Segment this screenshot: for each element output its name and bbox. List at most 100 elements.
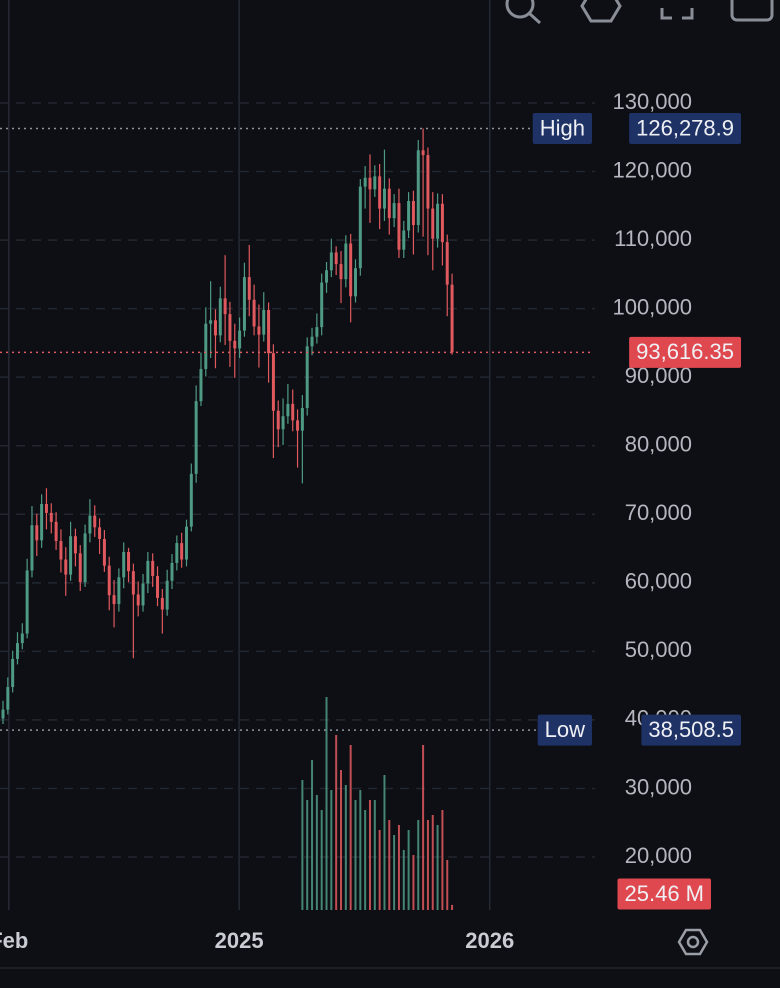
candle-body bbox=[286, 403, 290, 417]
candle-body bbox=[300, 408, 304, 431]
x-tick-label: Feb bbox=[0, 928, 28, 953]
volume-bar bbox=[402, 850, 405, 910]
candle-body bbox=[291, 403, 295, 421]
candle-body bbox=[184, 526, 188, 560]
candle-body bbox=[450, 284, 454, 353]
x-tick-label: 2026 bbox=[465, 928, 514, 953]
settings-icon[interactable] bbox=[580, 0, 622, 23]
candle-body bbox=[431, 208, 435, 239]
candle-body bbox=[15, 643, 19, 659]
candle-body bbox=[257, 326, 261, 335]
name-tag-text: High bbox=[540, 115, 585, 140]
fullscreen-icon[interactable] bbox=[660, 8, 694, 20]
candle-body bbox=[107, 565, 111, 596]
candle-body bbox=[320, 282, 324, 328]
y-tick-label: 60,000 bbox=[625, 569, 692, 594]
volume-bar bbox=[311, 760, 314, 910]
candle-body bbox=[180, 543, 184, 560]
name-tag-box bbox=[537, 714, 592, 746]
candle-body bbox=[11, 658, 15, 688]
volume-tag-text: 25.46 M bbox=[625, 881, 705, 906]
volume-bar bbox=[417, 820, 420, 910]
volume-bar bbox=[441, 810, 444, 910]
volume-bar bbox=[364, 810, 367, 910]
volume-bar bbox=[368, 800, 371, 910]
candle-body bbox=[421, 150, 425, 156]
candle-body bbox=[131, 571, 135, 595]
volume-bar bbox=[301, 780, 304, 910]
last-price-tag-box bbox=[629, 336, 741, 368]
y-tick-label: 70,000 bbox=[625, 500, 692, 525]
volume-bar bbox=[373, 800, 376, 910]
hexagon-center bbox=[686, 935, 700, 949]
candle-body bbox=[88, 515, 92, 534]
volume-bar bbox=[397, 825, 400, 910]
candle-body bbox=[25, 570, 29, 634]
last-price-tag: 93,616.35 bbox=[629, 336, 741, 368]
candle-body bbox=[392, 203, 396, 219]
candle-body bbox=[262, 310, 266, 335]
candle-body bbox=[194, 401, 198, 474]
y-tick-label: 110,000 bbox=[614, 226, 692, 251]
candle-body bbox=[407, 201, 411, 231]
candle-body bbox=[267, 310, 271, 354]
candle-body bbox=[59, 541, 63, 560]
y-tick-label: 100,000 bbox=[612, 294, 692, 319]
candle-body bbox=[373, 176, 377, 190]
candle-body bbox=[281, 416, 285, 430]
value-tag-box bbox=[641, 714, 741, 746]
candle-body bbox=[30, 525, 34, 571]
x-tick-label: 2025 bbox=[215, 928, 264, 953]
candle-body bbox=[64, 559, 68, 575]
candle-body bbox=[305, 346, 309, 409]
volume-bar bbox=[393, 835, 396, 910]
value-tag-box bbox=[629, 113, 741, 145]
candle-body bbox=[247, 277, 251, 300]
candle-body bbox=[199, 368, 203, 402]
candle-body bbox=[20, 633, 24, 644]
volume-bar bbox=[431, 815, 434, 910]
hexagon bbox=[677, 928, 709, 956]
candle-body bbox=[353, 268, 357, 297]
candle-body bbox=[310, 336, 314, 347]
name-tag-text: Low bbox=[545, 717, 585, 742]
candle-body bbox=[411, 201, 415, 226]
volume-bar bbox=[446, 860, 449, 910]
candle-body bbox=[382, 188, 386, 209]
candle-body bbox=[223, 298, 227, 315]
volume-bar bbox=[359, 790, 362, 910]
candle-body bbox=[276, 410, 280, 430]
candle-body bbox=[170, 562, 174, 581]
candle-body bbox=[228, 314, 232, 341]
y-tick-label: 30,000 bbox=[625, 774, 692, 799]
volume-bars bbox=[301, 697, 454, 910]
candle-body bbox=[117, 577, 121, 605]
candle-body bbox=[6, 687, 10, 710]
candle-body bbox=[334, 252, 338, 265]
volume-bar bbox=[335, 735, 338, 910]
volume-bar bbox=[383, 775, 386, 910]
camera-icon[interactable] bbox=[730, 0, 774, 22]
grid bbox=[0, 0, 595, 910]
candle-body bbox=[204, 323, 208, 369]
volume-bar bbox=[330, 790, 333, 910]
candle-body bbox=[175, 543, 179, 563]
y-tick-label: 50,000 bbox=[625, 637, 692, 662]
candle-body bbox=[44, 503, 48, 513]
candle-body bbox=[315, 327, 319, 337]
volume-bar bbox=[426, 820, 429, 910]
candle-body bbox=[1, 709, 5, 719]
candle-body bbox=[35, 525, 39, 541]
zoom-icon[interactable] bbox=[505, 0, 535, 19]
candle-body bbox=[368, 177, 372, 190]
axis-settings-icon[interactable] bbox=[677, 928, 709, 956]
candle-body bbox=[358, 186, 362, 269]
candle-body bbox=[122, 551, 126, 578]
name-tag: High bbox=[532, 113, 592, 145]
candle-body bbox=[296, 420, 300, 431]
volume-bar bbox=[340, 770, 343, 910]
candle-body bbox=[156, 575, 160, 598]
candle-body bbox=[189, 473, 193, 527]
candle-body bbox=[218, 298, 222, 336]
